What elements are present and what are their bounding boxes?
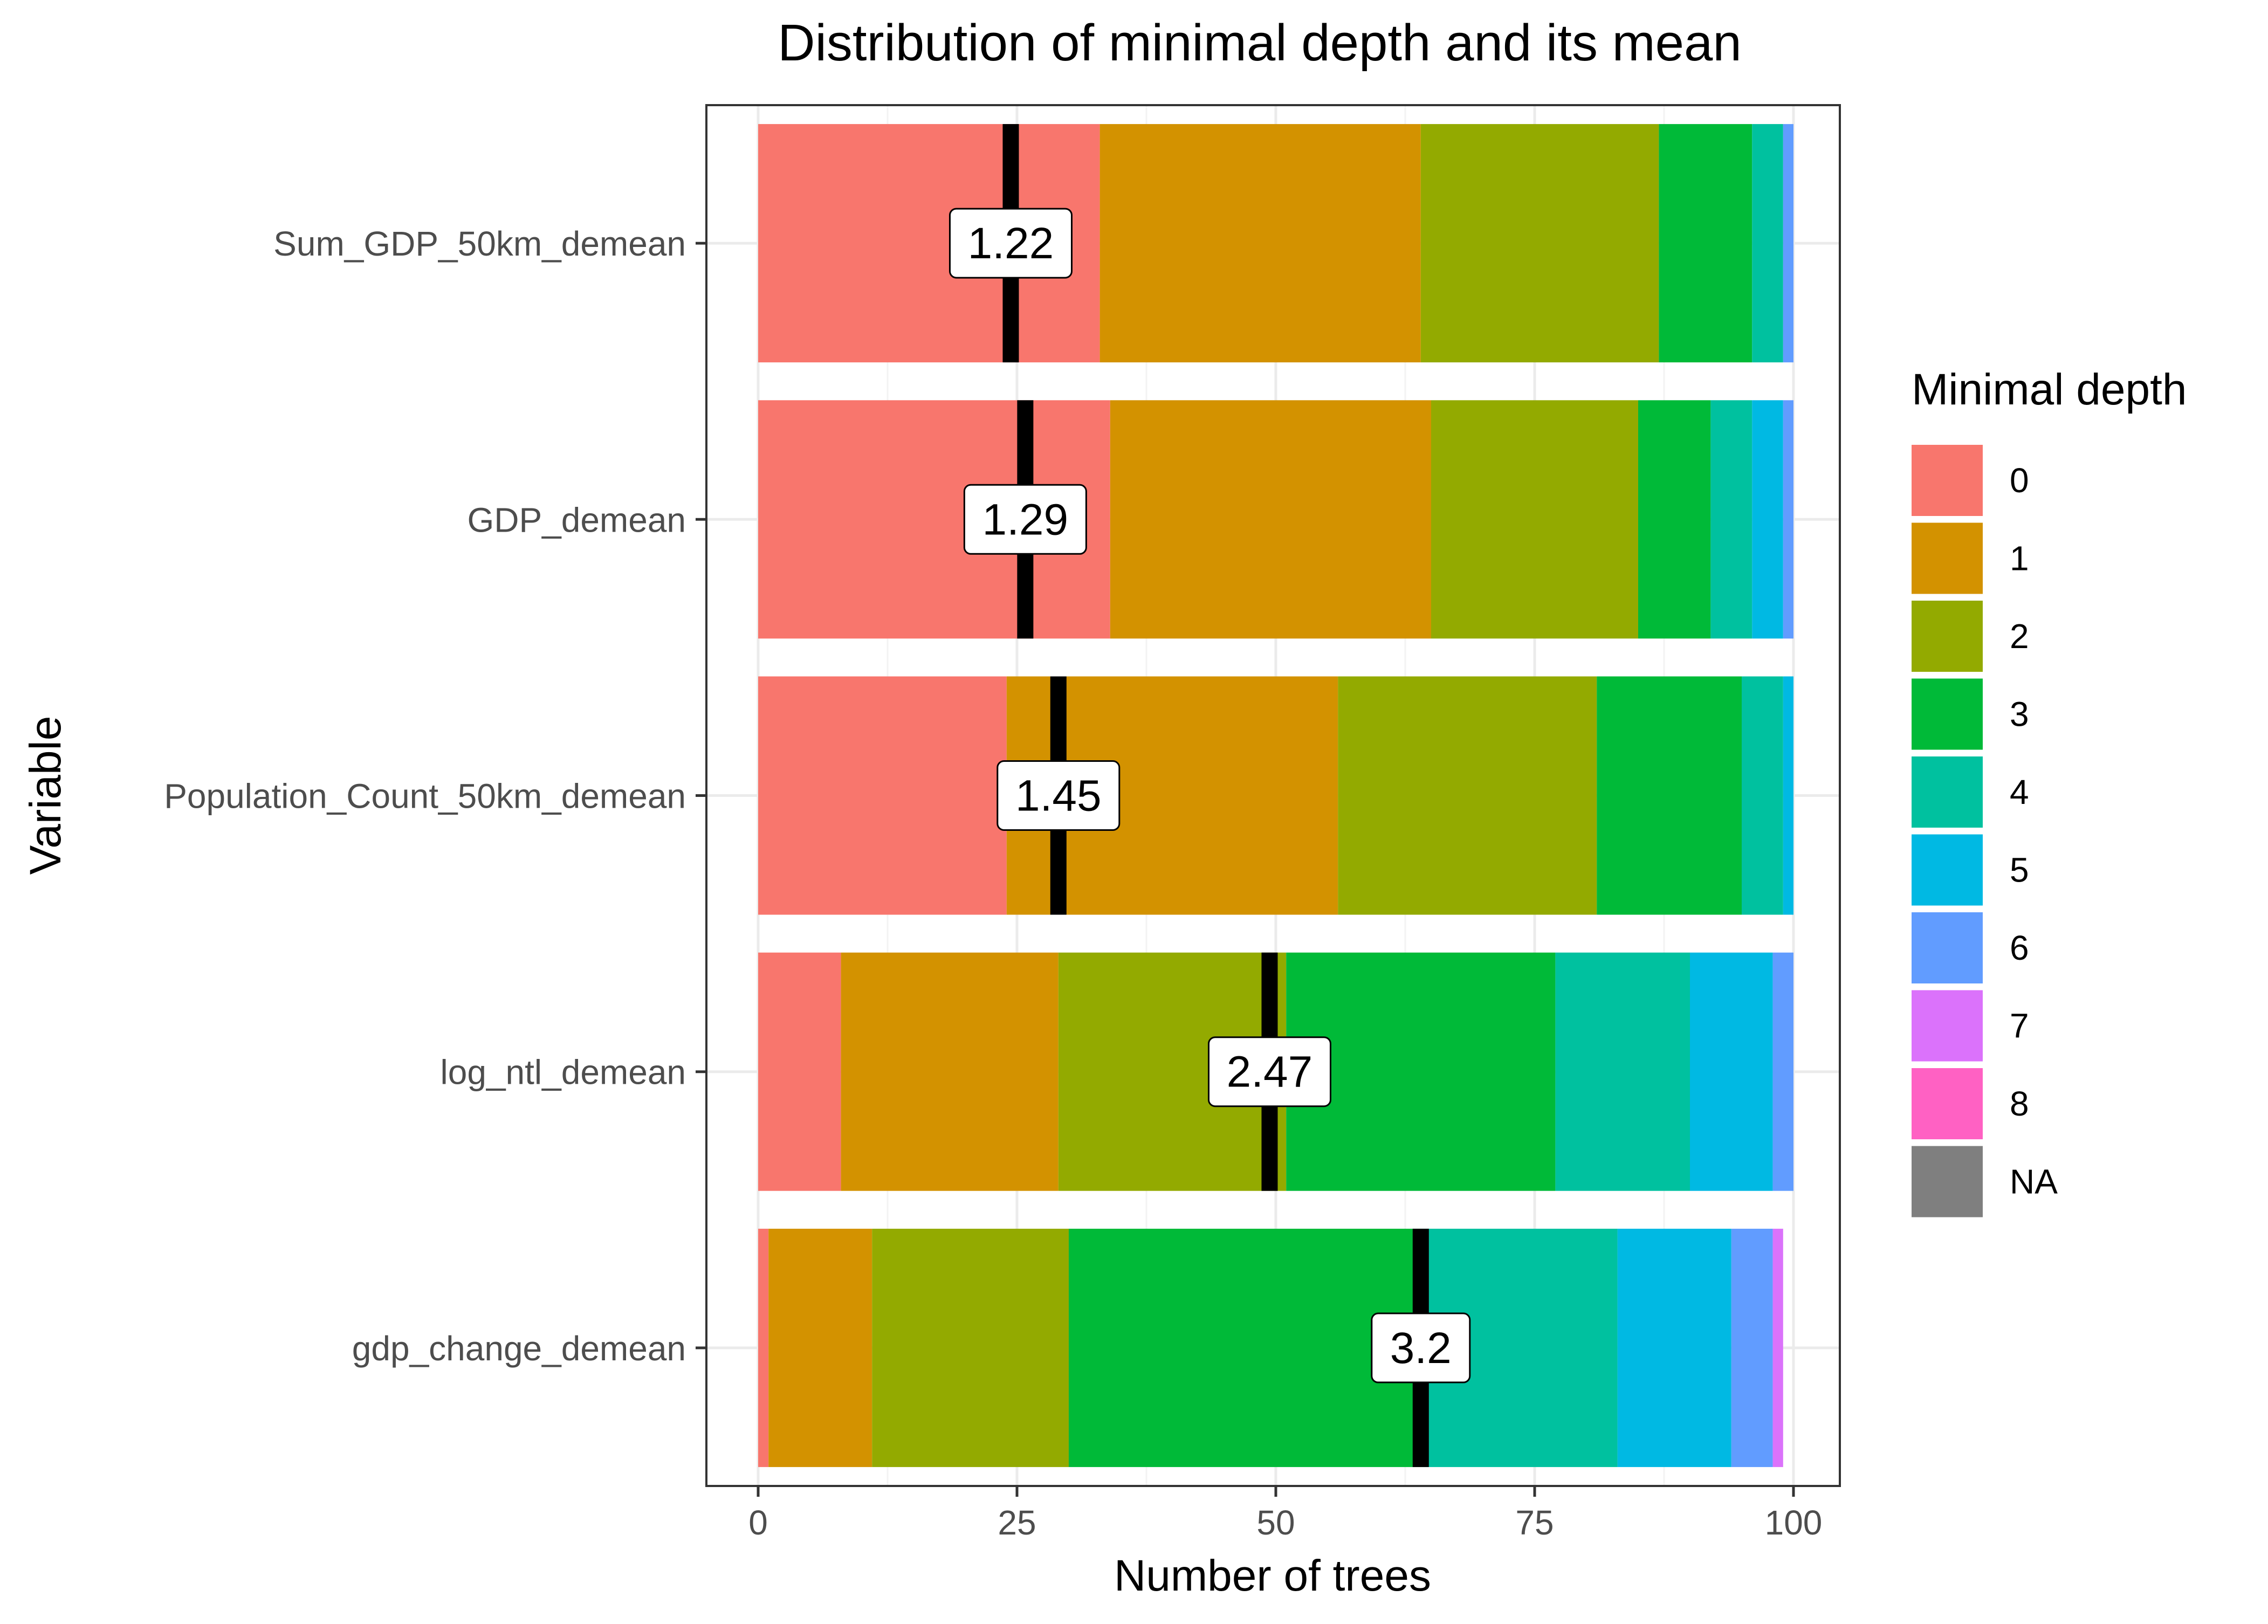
bar-segment-depth-1 [1110,400,1431,639]
legend-label: 5 [2010,851,2029,890]
legend-swatch [1912,601,1983,672]
bar-segment-depth-6 [1783,400,1793,639]
stacked-bars [758,124,1793,1467]
bar-segment-depth-2 [1338,676,1597,915]
bar-segment-depth-2 [1420,124,1659,363]
mean-value-label: 1.29 [982,495,1069,544]
mean-label-box [1207,1036,1331,1107]
bar-segment-depth-5 [1690,952,1773,1191]
legend-swatch [1912,522,1983,594]
bar-segment-depth-4 [1752,124,1783,363]
legend-swatch [1912,1068,1983,1139]
x-tick-label: 50 [1256,1503,1295,1542]
legend-swatch [1912,834,1983,906]
mean-label-box [996,760,1121,831]
y-category-label: log_ntl_demean [441,1053,686,1092]
bar-segment-depth-5 [1617,1228,1731,1467]
mean-value-label: 3.2 [1390,1324,1452,1373]
bar-segment-depth-1 [1099,124,1421,363]
legend-label: 6 [2010,928,2029,967]
bar-segment-depth-1 [768,1228,872,1467]
legend-label: 0 [2010,461,2029,500]
bar-segment-depth-7 [1772,1228,1783,1467]
bar-segment-depth-1 [841,952,1059,1191]
axes: 0 25 50 75 100 Sum_GDP_50km_demean GDP_demean P… [164,224,1822,1542]
bar-segment-depth-3 [1659,124,1752,363]
legend-swatch [1912,445,1983,516]
x-tick-label: 25 [998,1503,1036,1542]
bar-segment-depth-3 [1069,1228,1421,1467]
legend-label: NA [2010,1162,2058,1201]
legend: Minimal depth 0 1 2 3 4 5 6 7 8 NA [1912,365,2187,1217]
bar-segment-depth-0 [758,952,841,1191]
mean-label-box [963,484,1087,555]
legend-swatch [1912,990,1983,1062]
legend-label: 1 [2010,539,2029,578]
y-axis-title: Variable [21,716,70,875]
y-category-label: Population_Count_50km_demean [164,777,686,816]
mean-label-box [949,208,1073,279]
chart-title: Distribution of minimal depth and its me… [778,14,1742,72]
legend-swatch [1912,912,1983,983]
mean-value-label: 1.22 [968,219,1054,268]
mean-value-label: 1.45 [1015,772,1102,821]
bar-segment-depth-2 [872,1228,1069,1467]
legend-title: Minimal depth [1912,365,2187,414]
bar-segment-depth-5 [1783,676,1793,915]
mean-label-box [1371,1312,1471,1384]
x-tick-label: 100 [1765,1503,1823,1542]
bar-segment-depth-4 [1555,952,1690,1191]
bar-segment-depth-6 [1783,124,1793,363]
legend-swatch [1912,678,1983,750]
legend-label: 2 [2010,617,2029,656]
x-axis-title: Number of trees [1114,1551,1431,1600]
legend-swatch [1912,756,1983,828]
bar-segment-depth-3 [1638,400,1711,639]
bar-segment-depth-6 [1731,1228,1773,1467]
bar-segment-depth-4 [1710,400,1752,639]
mean-markers: 1.22 1.29 1.45 2.47 3.2 [949,124,1471,1467]
mean-value-label: 2.47 [1227,1048,1313,1097]
bar-segment-depth-0 [758,1228,769,1467]
bar-segment-depth-3 [1597,676,1742,915]
legend-swatch [1912,1146,1983,1217]
bar-segment-depth-5 [1752,400,1783,639]
bar-segment-depth-4 [1742,676,1783,915]
legend-label: 4 [2010,773,2029,811]
x-tick-label: 0 [748,1503,768,1542]
y-category-label: GDP_demean [467,500,686,539]
y-category-label: Sum_GDP_50km_demean [273,224,686,263]
y-category-label: gdp_change_demean [352,1329,686,1368]
bar-segment-depth-2 [1431,400,1638,639]
legend-label: 3 [2010,695,2029,734]
legend-label: 8 [2010,1084,2029,1123]
x-tick-label: 75 [1515,1503,1554,1542]
legend-label: 7 [2010,1007,2029,1045]
bar-segment-depth-6 [1772,952,1793,1191]
bar-segment-depth-0 [758,676,1007,915]
